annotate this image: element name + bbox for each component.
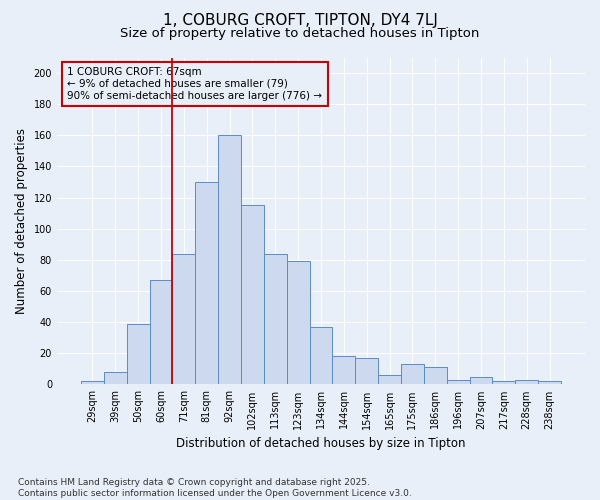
Bar [493,382,515,384]
Bar [127,324,149,384]
Text: 1 COBURG CROFT: 67sqm
← 9% of detached houses are smaller (79)
90% of semi-detac: 1 COBURG CROFT: 67sqm ← 9% of detached h… [67,68,322,100]
Bar [401,364,424,384]
Bar [287,262,310,384]
Text: 1, COBURG CROFT, TIPTON, DY4 7LJ: 1, COBURG CROFT, TIPTON, DY4 7LJ [163,12,437,28]
Bar [104,372,127,384]
Bar [264,254,287,384]
Bar [538,382,561,384]
Bar [241,206,264,384]
Text: Contains HM Land Registry data © Crown copyright and database right 2025.
Contai: Contains HM Land Registry data © Crown c… [18,478,412,498]
Text: Size of property relative to detached houses in Tipton: Size of property relative to detached ho… [121,28,479,40]
Bar [332,356,355,384]
X-axis label: Distribution of detached houses by size in Tipton: Distribution of detached houses by size … [176,437,466,450]
Bar [172,254,195,384]
Bar [81,382,104,384]
Bar [470,376,493,384]
Bar [515,380,538,384]
Bar [378,375,401,384]
Bar [149,280,172,384]
Bar [355,358,378,384]
Bar [195,182,218,384]
Bar [218,136,241,384]
Bar [310,327,332,384]
Bar [446,380,470,384]
Y-axis label: Number of detached properties: Number of detached properties [15,128,28,314]
Bar [424,368,446,384]
